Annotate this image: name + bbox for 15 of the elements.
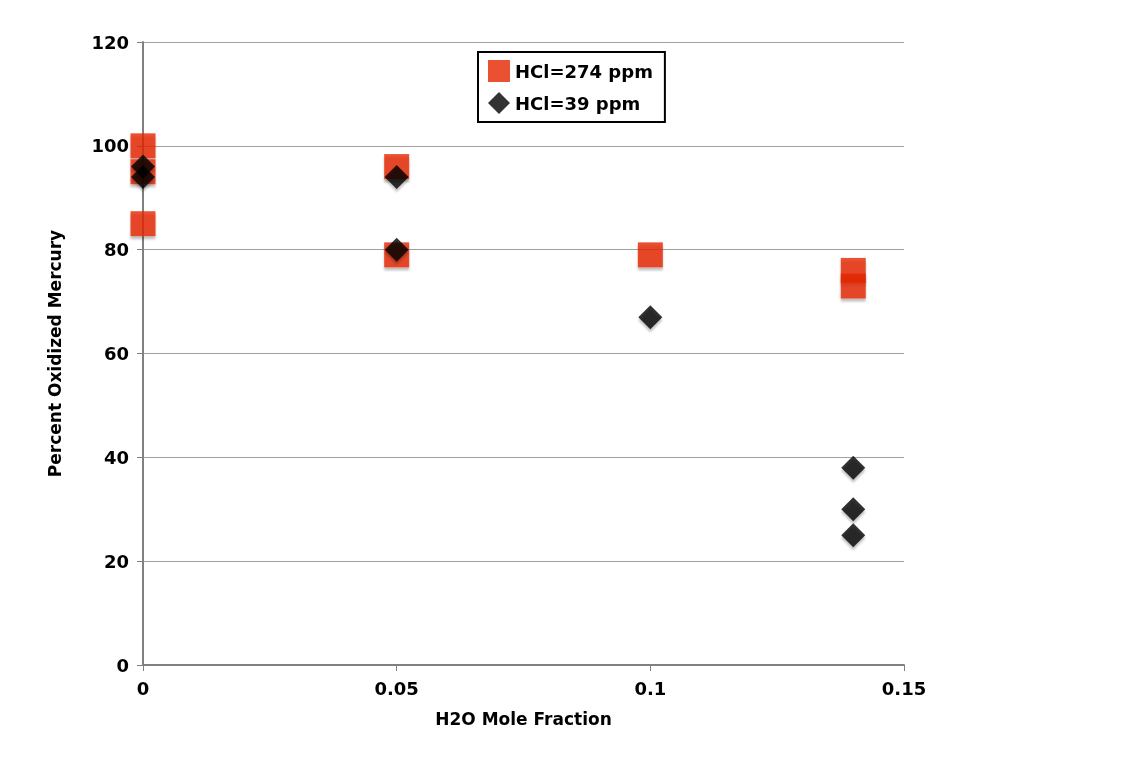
y-tick-label: 20 xyxy=(103,550,129,572)
legend-label: HCl=39 ppm xyxy=(515,92,641,114)
y-tick-label: 80 xyxy=(103,239,129,261)
x-tick-label: 0.05 xyxy=(374,677,419,699)
x-tick-label: 0.15 xyxy=(881,677,927,699)
x-axis-title: H2O Mole Fraction xyxy=(435,708,612,729)
x-tick-label: 0.1 xyxy=(634,677,667,699)
legend-label: HCl=274 ppm xyxy=(515,60,653,82)
y-axis-title: Percent Oxidized Mercury xyxy=(44,229,65,478)
y-tick-label: 40 xyxy=(103,446,129,468)
y-tick-label: 120 xyxy=(91,31,129,53)
y-tick-label: 60 xyxy=(103,343,129,364)
x-tick-label: 0 xyxy=(136,677,150,699)
y-tick-label: 100 xyxy=(91,135,129,157)
y-tick-label: 0 xyxy=(116,654,129,676)
